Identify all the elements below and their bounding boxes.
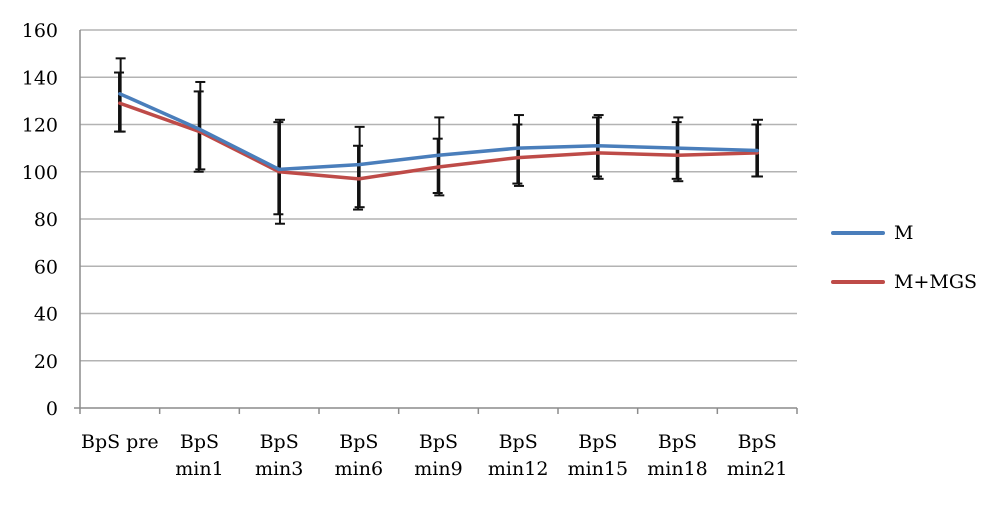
x-tick-label: BpS min15 [568, 431, 629, 480]
x-tick-label: BpS pre [81, 431, 159, 453]
y-tick-label: 40 [34, 304, 58, 326]
x-tick-label: BpS min21 [727, 431, 788, 480]
x-tick-label: BpS min6 [335, 431, 383, 480]
error-bar [752, 118, 763, 178]
x-tick-label: BpS min18 [647, 431, 708, 480]
x-tick-label: BpS min3 [255, 431, 303, 480]
error-bar [512, 123, 523, 185]
y-tick-label: 80 [34, 209, 58, 231]
series-lines [118, 92, 759, 181]
error-bar [354, 125, 365, 209]
series-line-m-mgs [118, 101, 759, 181]
legend: M M+MGS [831, 222, 977, 293]
x-tick-label: BpS min1 [175, 431, 223, 480]
y-tick-label: 140 [22, 67, 58, 89]
x-axis: BpS pre BpS min1 BpS min3 BpS min6 BpS min9 BpS mi… [74, 30, 798, 480]
y-tick-label: 120 [22, 115, 58, 137]
y-tick-label: 160 [22, 20, 58, 42]
y-tick-label: 0 [46, 398, 58, 420]
series-line-m [118, 92, 759, 172]
legend-label: M [894, 222, 913, 244]
y-axis-ticks: 0 20 40 60 80 100 120 140 160 [22, 20, 58, 420]
error-bars [114, 57, 763, 225]
y-tick-label: 100 [22, 162, 58, 184]
y-tick-label: 60 [34, 256, 58, 278]
error-bar [671, 121, 682, 180]
error-bar [195, 80, 206, 171]
x-tick-label: BpS min12 [488, 431, 549, 480]
error-bar [513, 114, 524, 187]
legend-label: M+MGS [894, 271, 977, 293]
x-tick-label: BpS min9 [414, 431, 462, 480]
y-tick-label: 20 [34, 351, 58, 373]
